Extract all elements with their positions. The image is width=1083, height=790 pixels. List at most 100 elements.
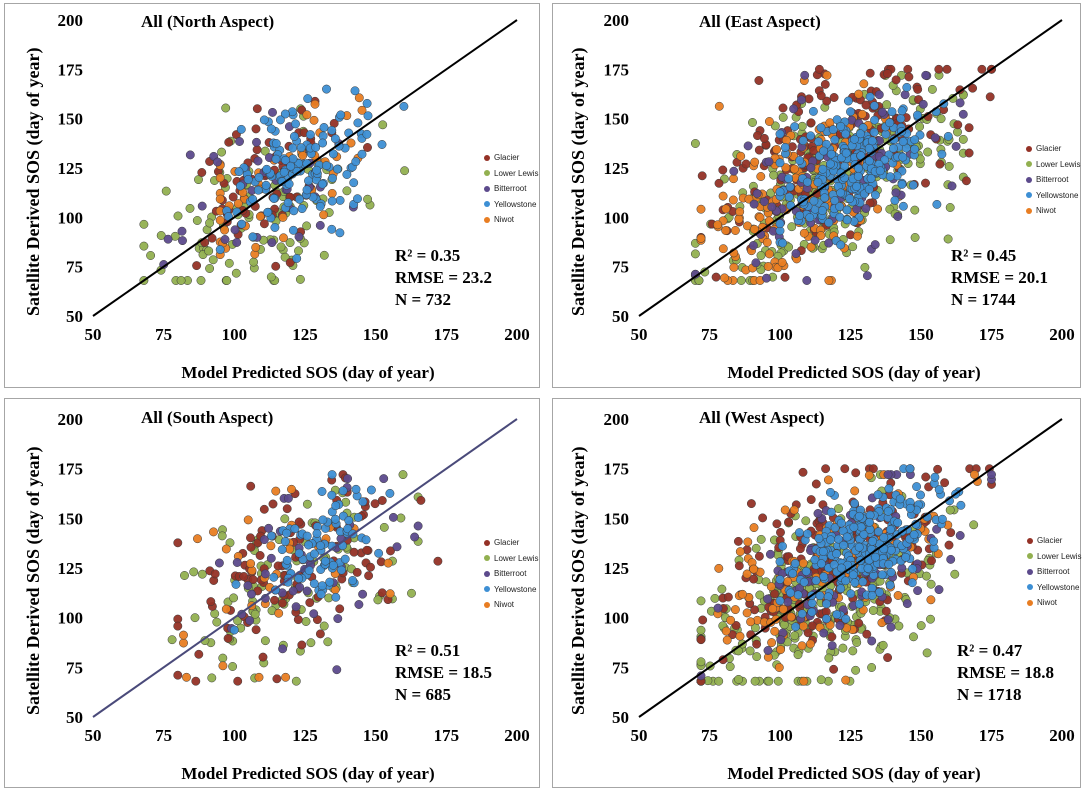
data-point: [245, 616, 255, 626]
data-point: [778, 238, 788, 248]
data-point: [776, 527, 785, 537]
data-point: [302, 185, 312, 195]
data-point: [840, 464, 850, 474]
legend: Glacier Lower Lewis Bitterroot Yellowsto…: [1026, 141, 1080, 219]
data-point: [985, 92, 995, 102]
data-point: [797, 95, 806, 105]
data-point: [325, 577, 335, 587]
data-point: [332, 164, 342, 174]
data-point: [958, 134, 968, 144]
data-point: [276, 242, 286, 252]
data-point: [721, 226, 731, 235]
data-point: [297, 204, 307, 214]
x-tick-label: 150: [908, 325, 934, 344]
data-point: [243, 581, 253, 591]
r-squared-value: R² = 0.51: [395, 641, 461, 660]
data-points: [139, 84, 410, 285]
data-point: [270, 595, 279, 605]
data-point: [280, 537, 290, 546]
data-point: [304, 176, 313, 186]
data-point: [850, 134, 859, 144]
data-point: [893, 212, 903, 221]
data-point: [854, 89, 864, 99]
data-point: [735, 631, 745, 641]
n-value: N = 1718: [957, 685, 1022, 704]
data-point: [357, 105, 367, 115]
data-point: [343, 474, 353, 484]
data-point: [930, 133, 940, 143]
data-point: [269, 194, 279, 203]
data-point: [246, 481, 256, 491]
data-point: [310, 99, 320, 109]
data-point: [823, 475, 833, 485]
data-point: [822, 96, 832, 106]
y-tick-label: 50: [66, 307, 83, 326]
data-point: [318, 138, 328, 148]
data-point: [825, 159, 835, 169]
data-point: [759, 133, 769, 143]
data-point: [358, 497, 368, 507]
data-point: [816, 559, 826, 569]
data-point: [809, 196, 819, 206]
data-point: [846, 589, 856, 599]
data-point: [835, 202, 845, 212]
data-point: [891, 188, 901, 198]
data-point: [898, 137, 908, 147]
data-point: [752, 652, 762, 662]
data-point: [312, 165, 322, 175]
data-point: [221, 544, 231, 554]
data-point: [741, 159, 751, 169]
data-point: [786, 612, 796, 622]
data-point: [228, 192, 238, 202]
data-point: [937, 149, 947, 159]
data-point: [330, 514, 340, 524]
y-tick-label: 125: [604, 159, 630, 178]
data-point: [788, 569, 798, 578]
y-tick-label: 150: [58, 110, 84, 129]
data-point: [756, 251, 766, 260]
data-point: [734, 674, 744, 684]
data-point: [841, 576, 851, 586]
data-point: [315, 629, 325, 639]
data-point: [791, 249, 801, 259]
data-point: [264, 523, 274, 533]
data-point: [854, 542, 864, 552]
y-tick-label: 50: [612, 708, 629, 727]
data-point: [900, 90, 910, 100]
stats-box: R² = 0.35 RMSE = 23.2 N = 732: [395, 245, 492, 311]
data-point: [824, 653, 834, 663]
data-point: [254, 172, 264, 182]
legend-label: Bitterroot: [1036, 175, 1069, 185]
data-point: [312, 529, 322, 538]
data-point: [910, 135, 920, 145]
data-point: [268, 499, 278, 509]
data-point: [820, 193, 830, 203]
data-point: [293, 615, 303, 625]
data-point: [749, 564, 759, 574]
y-tick-label: 75: [612, 258, 629, 277]
data-point: [830, 523, 840, 533]
data-point: [865, 68, 875, 78]
data-point: [335, 195, 345, 205]
data-point: [754, 145, 764, 155]
x-axis-label: Model Predicted SOS (day of year): [181, 764, 435, 783]
data-point: [246, 533, 255, 543]
data-point: [762, 237, 772, 247]
data-point: [818, 164, 828, 174]
data-point: [784, 174, 794, 184]
data-point: [748, 241, 758, 250]
data-point: [327, 224, 337, 234]
legend-item-bitterroot: Bitterroot: [484, 181, 538, 197]
data-point: [714, 563, 724, 573]
data-point: [327, 490, 337, 500]
data-point: [139, 219, 149, 229]
data-point: [713, 603, 723, 613]
r-squared-value: R² = 0.45: [951, 246, 1017, 265]
data-point: [838, 643, 848, 653]
data-point: [736, 276, 746, 285]
x-tick-label: 100: [767, 325, 793, 344]
data-point: [912, 482, 922, 492]
data-point: [873, 204, 883, 214]
data-point: [864, 156, 874, 166]
data-point: [883, 506, 893, 516]
